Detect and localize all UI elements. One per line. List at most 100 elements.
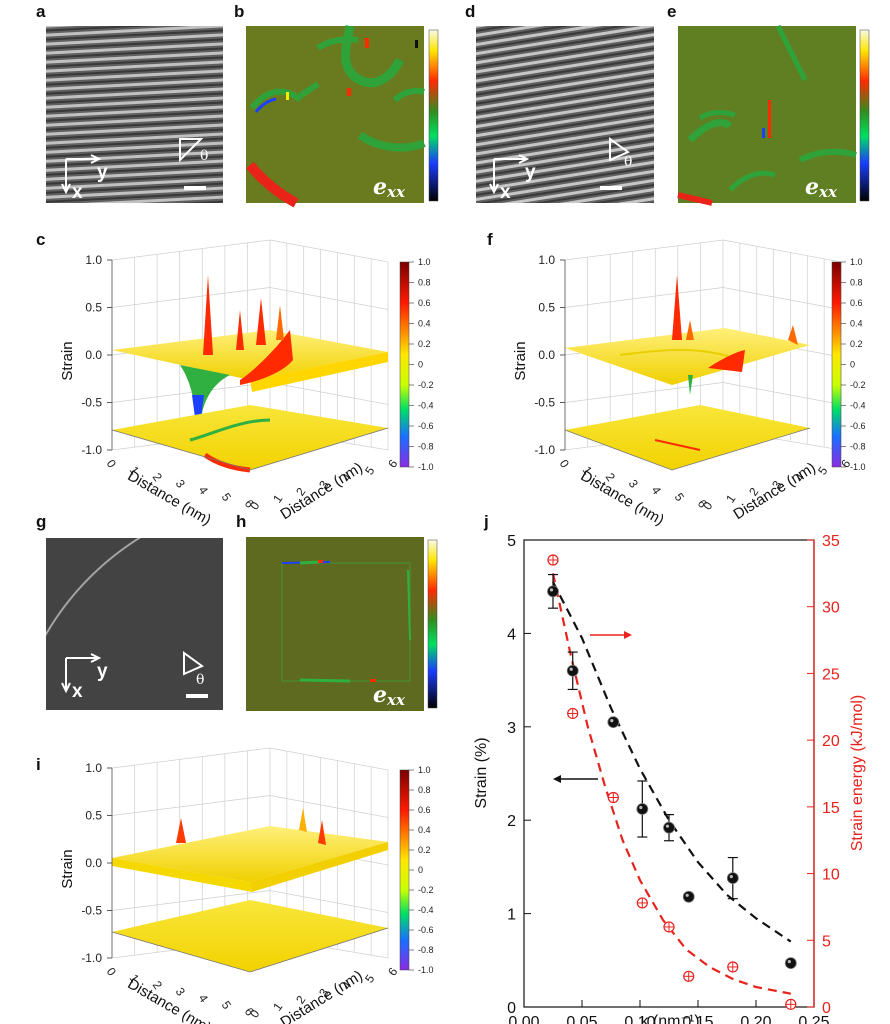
theta-label-a: θ xyxy=(200,148,208,164)
colorbar-tick-0-9: -0.8 xyxy=(418,442,434,452)
strain-point-2 xyxy=(607,716,620,729)
panel-label-f: f xyxy=(487,230,493,249)
z-tick-c-1: 0.5 xyxy=(85,301,102,315)
axis-y-label-d: y xyxy=(525,162,536,183)
z-tick-i-1: 0.5 xyxy=(85,809,102,823)
colorbar-h xyxy=(427,539,438,709)
dist-tick-right-c-6: 6 xyxy=(385,457,400,471)
colorbar-tick-0-3: 0.4 xyxy=(418,319,431,329)
axis-y-label-a: y xyxy=(97,162,108,183)
dist-tick-left-f-0: 0 xyxy=(557,457,572,471)
colorbar-tick-2-3: 0.4 xyxy=(418,825,431,835)
strain-point-7 xyxy=(784,957,797,970)
y-tick-2: 2 xyxy=(507,813,516,830)
colorbar-tick-2-2: 0.6 xyxy=(418,805,431,815)
axis-x-label-a: x xyxy=(72,182,83,203)
y2-axis-label-j: Strain energy (kJ/mol) xyxy=(849,695,866,852)
dist-tick-left-c-3: 3 xyxy=(173,477,188,491)
panel-label-i: i xyxy=(36,755,41,774)
z-axis-label-i: Strain xyxy=(59,849,76,888)
dist-tick-right-i-5: 5 xyxy=(362,972,377,986)
colorbar-e xyxy=(859,29,870,202)
strain-point-1 xyxy=(566,664,579,677)
axis-arrows-g xyxy=(61,653,102,694)
colorbar-tick-1-2: 0.6 xyxy=(850,298,863,308)
colorbar-tick-1-0: 1.0 xyxy=(850,257,863,267)
angle-marker-a xyxy=(179,138,204,163)
panel-e-strain-map: e exx xyxy=(667,2,870,206)
y-tick-5: 5 xyxy=(507,533,516,550)
strain-point-highlight-6 xyxy=(729,875,733,879)
colorbar-tick-0-5: 0 xyxy=(418,360,423,370)
panel-label-h: h xyxy=(236,512,246,531)
strain-point-6 xyxy=(726,872,739,885)
dist-tick-left-c-0: 0 xyxy=(104,457,119,471)
z-tick-i-4: -1.0 xyxy=(81,951,102,965)
strain-point-highlight-5 xyxy=(685,893,689,897)
colorbar-tick-1-5: 0 xyxy=(850,360,855,370)
y2-tick-3: 15 xyxy=(822,800,840,817)
strain-point-0 xyxy=(547,585,559,598)
energy-point-5 xyxy=(683,970,695,982)
dist-axis-label-right-c: Distance (nm) xyxy=(278,459,366,523)
colorbar-tick-1-4: 0.2 xyxy=(850,339,863,349)
panel-d-micrograph: d x y θ xyxy=(465,2,654,203)
direction-arrow-energy xyxy=(590,631,632,639)
dist-tick-left-f-3: 3 xyxy=(626,477,641,491)
energy-point-1 xyxy=(567,707,579,720)
strain-point-highlight-0 xyxy=(549,588,554,592)
strain-point-4 xyxy=(663,821,675,834)
dist-tick-right-c-1: 1 xyxy=(270,492,285,506)
panel-label-d: d xyxy=(465,2,475,21)
colorbar-tick-1-1: 0.8 xyxy=(850,278,863,288)
colorbar-tick-0-6: -0.2 xyxy=(418,380,434,390)
energy-point-6 xyxy=(727,961,739,973)
y2-tick-1: 5 xyxy=(822,933,831,950)
dist-tick-right-f-5: 5 xyxy=(815,464,830,478)
colorbar-tick-1-3: 0.4 xyxy=(850,319,863,329)
panel-label-j: j xyxy=(483,512,489,531)
colorbar-tick-0-10: -1.0 xyxy=(418,462,434,472)
angle-marker-g xyxy=(183,651,204,676)
fit-curve-series-0 xyxy=(552,581,792,943)
z-tick-c-4: -1.0 xyxy=(81,443,102,457)
dist-tick-left-i-4: 4 xyxy=(196,992,211,1006)
dist-tick-left-c-4: 4 xyxy=(196,484,211,498)
panel-j-chart: j 0.00 0.05 0.10 0.15 0.20 0.2501234505101520… xyxy=(473,512,866,1024)
scale-bar-d xyxy=(600,186,622,190)
colorbar-tick-2-0: 1.0 xyxy=(418,765,431,775)
colorbar-tick-2-7: -0.4 xyxy=(418,905,434,915)
field-label-e: exx xyxy=(805,174,838,201)
colorbar-tick-2-10: -1.0 xyxy=(418,965,434,975)
dist-tick-right-f-1: 1 xyxy=(723,492,738,506)
x-tick-4: 0.20 xyxy=(740,1014,771,1024)
field-label-b: exx xyxy=(373,174,406,201)
axis-arrows-d xyxy=(489,154,530,195)
strain-point-3 xyxy=(636,803,649,815)
colorbar-tick-2-6: -0.2 xyxy=(418,885,434,895)
z-tick-c-3: -0.5 xyxy=(81,396,102,410)
z-tick-f-0: 1.0 xyxy=(538,253,555,267)
x-tick-2: 0.10 xyxy=(624,1014,655,1024)
panel-f-3d-surface: f 1.0 0.8 0.6 0.4 0.2 0 -0.2 -0.4 -0.6 -0.8 -1.0 1… xyxy=(487,230,866,529)
colorbar-tick-2-4: 0.2 xyxy=(418,845,431,855)
panel-label-g: g xyxy=(36,512,46,531)
theta-label-g: θ xyxy=(196,672,204,688)
theta-label-d: θ xyxy=(624,154,632,170)
colorbar-tick-1-9: -0.8 xyxy=(850,442,866,452)
strain-point-highlight-2 xyxy=(610,719,614,723)
dist-tick-left-f-4: 4 xyxy=(649,484,664,498)
panel-i-3d-surface: i 1.0 0.8 0.6 0.4 0.2 0 -0.2 -0.4 -0.6 -0.8 -1.0 1… xyxy=(36,747,434,1024)
panel-c-3d-surface: c 1.0 0.8 0.6 0.4 0.2 0 -0.2 -0.4 -0.6 -0.8 -1.0 1… xyxy=(36,230,434,529)
dist-tick-left-i-3: 3 xyxy=(173,985,188,999)
x-axis-label-j: κ (nm⁻¹) xyxy=(640,1013,699,1024)
dist-axis-label-left-f: Distance (nm) xyxy=(578,467,667,528)
z-tick-i-0: 1.0 xyxy=(85,761,102,775)
panel-label-a: a xyxy=(36,2,46,21)
y2-tick-6: 30 xyxy=(822,600,840,617)
z-tick-i-2: 0.0 xyxy=(85,856,102,870)
z-tick-f-2: 0.0 xyxy=(538,348,555,362)
x-tick-0: 0.00 xyxy=(508,1014,539,1024)
dist-tick-right-c-5: 5 xyxy=(362,464,377,478)
